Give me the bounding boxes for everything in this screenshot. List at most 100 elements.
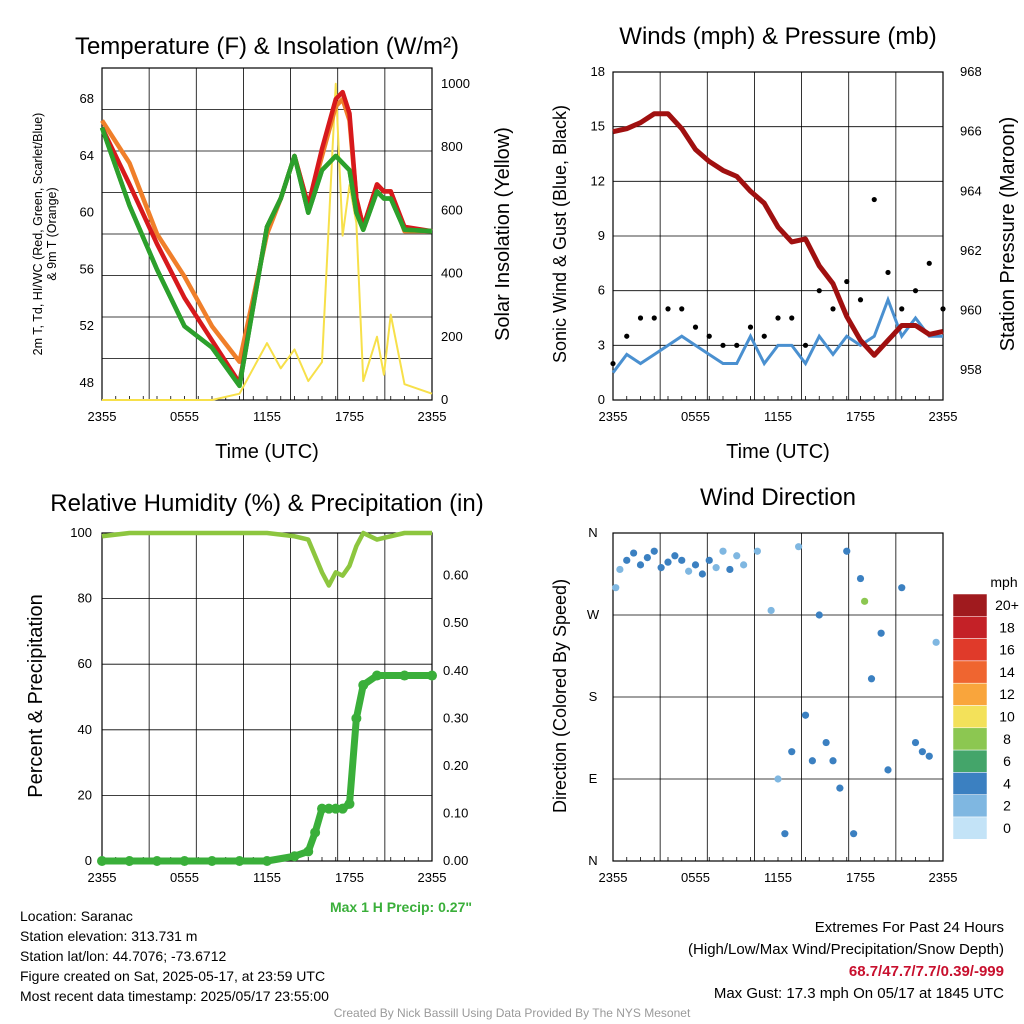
wind-xtick-label: 1155: [764, 409, 792, 424]
dir-point: [705, 556, 713, 564]
rh-ytick-label: 40: [78, 722, 92, 737]
rh-precip-point: [179, 856, 190, 866]
rh-ytick-label: 80: [78, 591, 92, 606]
rh-precip-point: [427, 670, 437, 681]
dir-point: [781, 830, 789, 838]
extremes-info: Extremes For Past 24 Hours (High/Low/Max…: [688, 917, 1004, 1005]
rh-y2tick-label: 0.60: [443, 568, 468, 583]
rh-frame: [101, 532, 433, 862]
wind-series-station-pressure: [612, 111, 944, 358]
rh-series-relative-humidity: [101, 530, 432, 588]
latlon-text: Station lat/lon: 44.7076; -73.6712: [20, 948, 227, 964]
rh-ytick-label: 20: [78, 787, 92, 802]
wind-gust-point: [692, 324, 699, 330]
dir-point: [856, 574, 865, 583]
wind-gust-point: [885, 269, 891, 276]
dir-point: [815, 611, 823, 619]
dir-xtick-label: 1155: [764, 870, 792, 885]
dir-point: [877, 629, 885, 637]
dir-point: [733, 552, 741, 560]
dir-ylabel: Direction (Colored By Speed): [550, 579, 570, 813]
legend-label: 0: [1003, 820, 1011, 836]
dir-chart-title: Wind Direction: [700, 484, 856, 511]
dir-point: [836, 784, 844, 792]
legend-label: 20+: [995, 597, 1019, 613]
temp-y2label: Solar Insolation (Yellow): [492, 127, 514, 341]
temp-y2tick-label: 800: [441, 139, 463, 154]
legend-label: 2: [1003, 798, 1011, 814]
wind-y2tick-label: 964: [960, 183, 982, 198]
wind-gust-point: [706, 333, 712, 339]
wind-gust-point: [679, 306, 685, 312]
temp-xtick-label: 1155: [253, 409, 281, 424]
legend-label: 6: [1003, 753, 1011, 769]
wind-gust-point: [857, 297, 864, 303]
temp-y2tick-label: 1000: [441, 76, 470, 91]
wind-gust-point: [747, 324, 754, 330]
dir-point: [726, 565, 734, 574]
wind-gust-point: [637, 315, 644, 321]
dir-xtick-label: 0555: [681, 870, 710, 885]
dir-xtick-label: 2355: [599, 870, 628, 885]
legend-swatch: [952, 749, 988, 773]
max-precip-annotation: Max 1 H Precip: 0.27": [330, 899, 472, 915]
wind-xtick-label: 2355: [599, 409, 628, 424]
rh-chart-title: Relative Humidity (%) & Precipitation (i…: [50, 490, 483, 517]
dir-xtick-label: 1755: [846, 870, 875, 885]
temp-ytick-label: 60: [80, 205, 94, 220]
dir-point: [774, 775, 782, 783]
temp-series-hi-wc: [99, 126, 433, 389]
dir-point: [911, 738, 920, 747]
wind-gust-point: [720, 342, 726, 348]
elevation-text: Station elevation: 313.731 m: [20, 928, 198, 944]
extremes-subtitle: (High/Low/Max Wind/Precipitation/Snow De…: [688, 941, 1004, 958]
dir-xtick-label: 2355: [929, 870, 958, 885]
dir-point: [691, 561, 700, 569]
rh-precip-point: [351, 713, 362, 724]
credit-text: Created By Nick Bassill Using Data Provi…: [333, 1006, 691, 1020]
legend-swatch: [952, 705, 988, 729]
dir-point: [650, 547, 658, 555]
temp-ytick-label: 68: [80, 91, 94, 106]
dir-point: [829, 757, 837, 765]
legend-swatch: [952, 772, 988, 795]
dir-point: [623, 556, 631, 564]
dir-point: [898, 584, 906, 592]
wind-y2tick-label: 962: [960, 243, 982, 258]
dir-ytick-label: E: [589, 771, 598, 786]
dir-point: [616, 565, 624, 574]
rh-precip-point: [152, 856, 162, 866]
recent-data-text: Most recent data timestamp: 2025/05/17 2…: [20, 988, 329, 1004]
legend-title: mph: [990, 574, 1017, 590]
dir-point: [630, 549, 638, 557]
plot-layer: 2355 0555 1155 1755 235548525660646802004006…: [70, 64, 1019, 885]
rh-xtick-label: 1755: [335, 870, 364, 885]
wind-gust-point: [926, 260, 932, 266]
legend-swatch: [952, 616, 988, 639]
wind-ytick-label: 9: [598, 228, 605, 243]
dir-point: [671, 552, 679, 560]
rh-ytick-label: 60: [78, 656, 92, 671]
legend-swatch: [952, 593, 988, 617]
rh-y2tick-label: 0.20: [443, 758, 468, 773]
wind-y2tick-label: 966: [960, 124, 982, 139]
dir-point: [884, 766, 892, 774]
wind-ytick-label: 18: [591, 64, 605, 79]
rh-y2tick-label: 0.00: [443, 853, 468, 868]
wind-y2tick-label: 960: [960, 303, 982, 318]
temp-xtick-label: 2355: [418, 409, 447, 424]
dir-point: [918, 748, 926, 756]
rh-precip-point: [344, 798, 355, 809]
wind-ytick-label: 15: [591, 119, 605, 134]
dir-point: [808, 757, 816, 765]
extremes-values: 68.7/47.7/7.7/0.39/-999: [848, 963, 1004, 980]
rh-xtick-label: 0555: [170, 870, 199, 885]
dir-point: [867, 675, 876, 683]
dir-point: [664, 558, 672, 566]
wind-gust-point: [789, 315, 795, 321]
rh-precip-point: [234, 856, 245, 866]
legend-label: 18: [999, 619, 1015, 635]
rh-precip-point: [207, 856, 217, 866]
dir-point: [932, 638, 940, 646]
wind-gust-point: [912, 288, 919, 294]
